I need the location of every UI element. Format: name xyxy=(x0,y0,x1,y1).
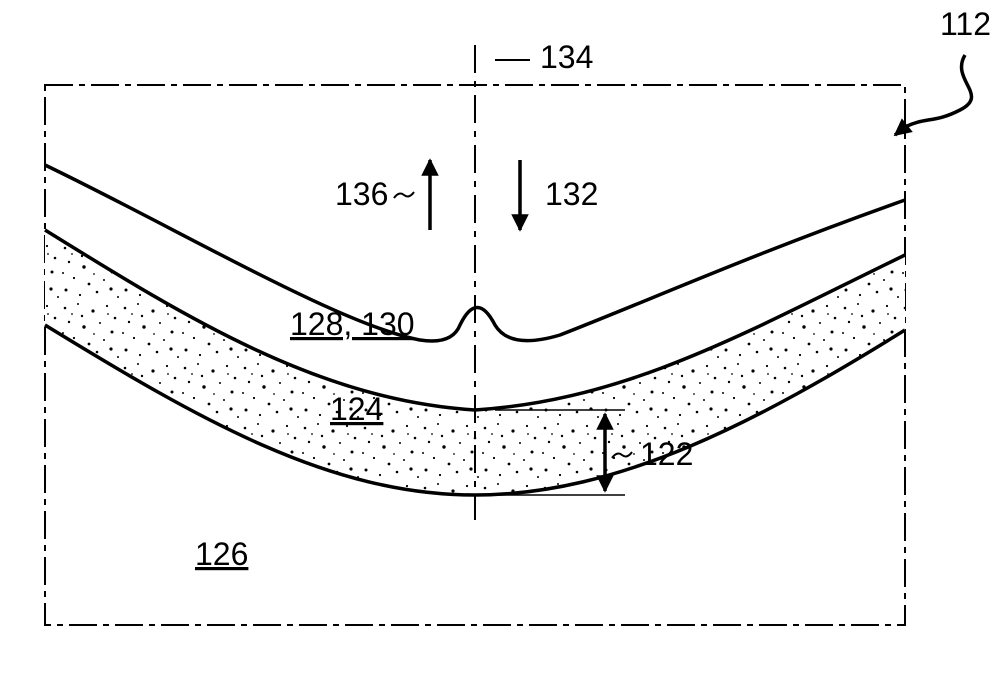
label-l124: 124 xyxy=(330,391,383,427)
label-l128_130: 128, 130 xyxy=(290,306,415,342)
label-l126: 126 xyxy=(195,536,248,572)
label-l134: 134 xyxy=(540,39,593,75)
label-l132: 132 xyxy=(545,176,598,212)
label-l122: 122 xyxy=(640,436,693,472)
leader-l136 xyxy=(394,192,414,198)
label-l112: 112 xyxy=(940,6,991,42)
leader-l112 xyxy=(895,55,971,135)
label-l136: 136 xyxy=(335,176,388,212)
